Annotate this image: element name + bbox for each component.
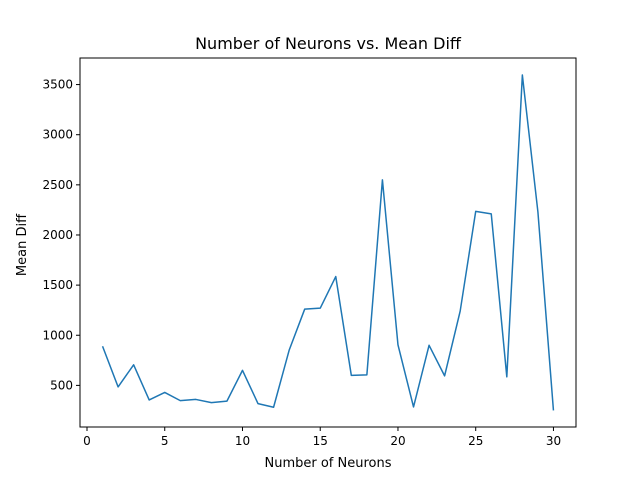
x-axis-label: Number of Neurons bbox=[264, 456, 391, 471]
y-tick-label: 500 bbox=[50, 378, 73, 392]
y-tick-label: 1000 bbox=[42, 328, 73, 342]
y-tick-label: 3500 bbox=[42, 78, 73, 92]
x-tick-label: 5 bbox=[161, 434, 169, 448]
x-tick-label: 25 bbox=[468, 434, 483, 448]
y-axis-label: Mean Diff bbox=[15, 213, 30, 276]
chart-title: Number of Neurons vs. Mean Diff bbox=[195, 34, 462, 53]
series-line-0 bbox=[101, 74, 555, 411]
x-tick-label: 20 bbox=[390, 434, 405, 448]
plot-area: 0 5 10 15 20 25 30 500 1000 1500 2000 2500 3000 3500 bbox=[42, 57, 577, 448]
y-tick-label: 2000 bbox=[42, 228, 73, 242]
x-tick-label: 0 bbox=[83, 434, 91, 448]
axes-frame bbox=[79, 57, 577, 428]
x-tick-label: 15 bbox=[313, 434, 328, 448]
y-tick-label: 1500 bbox=[42, 278, 73, 292]
y-tick-label: 3000 bbox=[42, 128, 73, 142]
y-tick-label: 2500 bbox=[42, 178, 73, 192]
x-tick-label: 30 bbox=[546, 434, 561, 448]
x-tick-label: 10 bbox=[235, 434, 250, 448]
